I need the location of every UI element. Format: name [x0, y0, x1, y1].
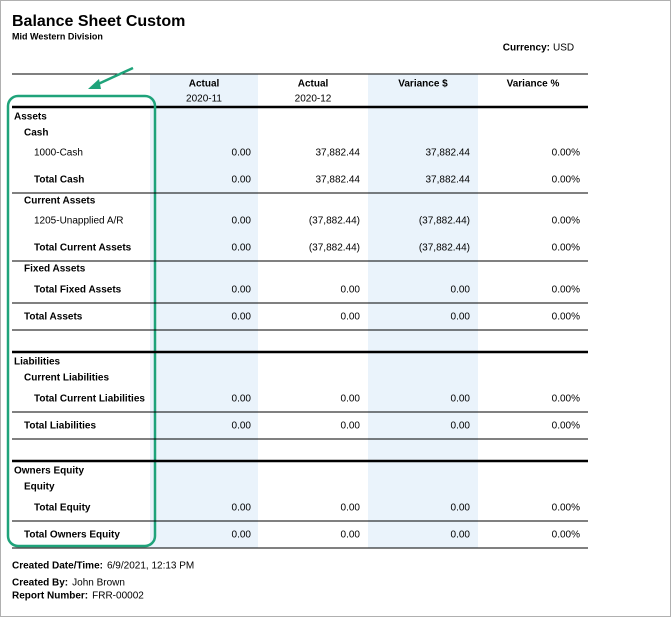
cell-value: 0.00%: [552, 175, 580, 186]
section-total-label: Total Liabilities: [24, 421, 96, 432]
column-title: Variance $: [398, 79, 448, 90]
group-title: Equity: [24, 482, 55, 493]
cell-value: 0.00%: [552, 285, 580, 296]
cell-value: 0.00%: [552, 503, 580, 514]
column-shade: [368, 74, 478, 548]
cell-value: (37,882.44): [419, 216, 470, 227]
cell-value: 0.00: [451, 285, 471, 296]
currency: USD: [553, 43, 574, 54]
group-title: Current Liabilities: [24, 373, 109, 384]
group-title: Current Assets: [24, 196, 96, 207]
cell-value: (37,882.44): [309, 216, 360, 227]
footer-value: FRR-00002: [92, 591, 144, 602]
section-title: Liabilities: [14, 357, 61, 368]
column-title: Actual: [189, 79, 220, 90]
section-title: Owners Equity: [14, 466, 84, 477]
cell-value: 0.00%: [552, 530, 580, 541]
section-total-label: Total Assets: [24, 312, 83, 323]
total-label: Total Current Assets: [34, 243, 132, 254]
total-label: Total Fixed Assets: [34, 285, 122, 296]
group-title: Fixed Assets: [24, 264, 86, 275]
cell-value: 0.00: [232, 394, 252, 405]
cell-value: 0.00: [451, 312, 471, 323]
highlight-box: [6, 94, 157, 548]
cell-value: 0.00%: [552, 421, 580, 432]
cell-value: 0.00: [232, 421, 252, 432]
section-title: Assets: [14, 112, 47, 123]
footer-label: Created By:: [12, 578, 68, 589]
cell-value: 0.00: [451, 421, 471, 432]
column-title: Actual: [298, 79, 329, 90]
cell-value: 0.00%: [552, 148, 580, 159]
cell-value: 0.00%: [552, 216, 580, 227]
total-label: Total Cash: [34, 175, 84, 186]
cell-value: 37,882.44: [426, 148, 471, 159]
cell-value: 0.00%: [552, 312, 580, 323]
total-label: Total Equity: [34, 503, 91, 514]
cell-value: 0.00: [451, 503, 471, 514]
cell-value: 0.00: [232, 243, 252, 254]
line-label: 1000-Cash: [34, 148, 83, 159]
footer-label: Report Number:: [12, 591, 88, 602]
footer-value: John Brown: [72, 578, 125, 589]
report-subtitle: Mid Western Division: [12, 31, 103, 41]
cell-value: 0.00: [232, 175, 252, 186]
footer-label: Created Date/Time:: [12, 561, 103, 572]
cell-value: 0.00: [232, 216, 252, 227]
cell-value: 0.00: [341, 285, 361, 296]
cell-value: 0.00: [232, 285, 252, 296]
cell-value: (37,882.44): [419, 243, 470, 254]
arrow: [95, 66, 134, 87]
cell-value: 0.00: [232, 312, 252, 323]
cell-value: 37,882.44: [316, 175, 361, 186]
cell-value: 0.00: [451, 530, 471, 541]
cell-value: (37,882.44): [309, 243, 360, 254]
section-total-label: Total Owners Equity: [24, 530, 120, 541]
cell-value: 0.00%: [552, 394, 580, 405]
column-title: Variance %: [507, 79, 560, 90]
report-title: Balance Sheet Custom: [12, 13, 185, 30]
cell-value: 0.00: [341, 530, 361, 541]
cell-value: 0.00: [232, 503, 252, 514]
cell-value: 0.00: [341, 394, 361, 405]
cell-value: 0.00: [341, 312, 361, 323]
cell-value: 0.00: [341, 503, 361, 514]
column-shade: [150, 74, 258, 548]
footer-value: 6/9/2021, 12:13 PM: [107, 561, 194, 572]
column-period: 2020-11: [186, 94, 222, 105]
cell-value: 0.00: [232, 530, 252, 541]
table: Actual 2020-11 Actual 2020-12 Variance $ Vari…: [12, 79, 588, 602]
cell-value: 0.00: [451, 394, 471, 405]
cell-value: 37,882.44: [316, 148, 361, 159]
cell-value: 37,882.44: [426, 175, 471, 186]
cell-value: 0.00%: [552, 243, 580, 254]
column-period: 2020-12: [295, 94, 332, 105]
line-label: 1205-Unapplied A/R: [34, 216, 124, 227]
total-label: Total Current Liabilities: [34, 394, 145, 405]
cell-value: 0.00: [341, 421, 361, 432]
group-title: Cash: [24, 128, 48, 139]
arrow-head: [88, 79, 101, 89]
currency-label: Currency:: [503, 43, 550, 54]
cell-value: 0.00: [232, 148, 252, 159]
